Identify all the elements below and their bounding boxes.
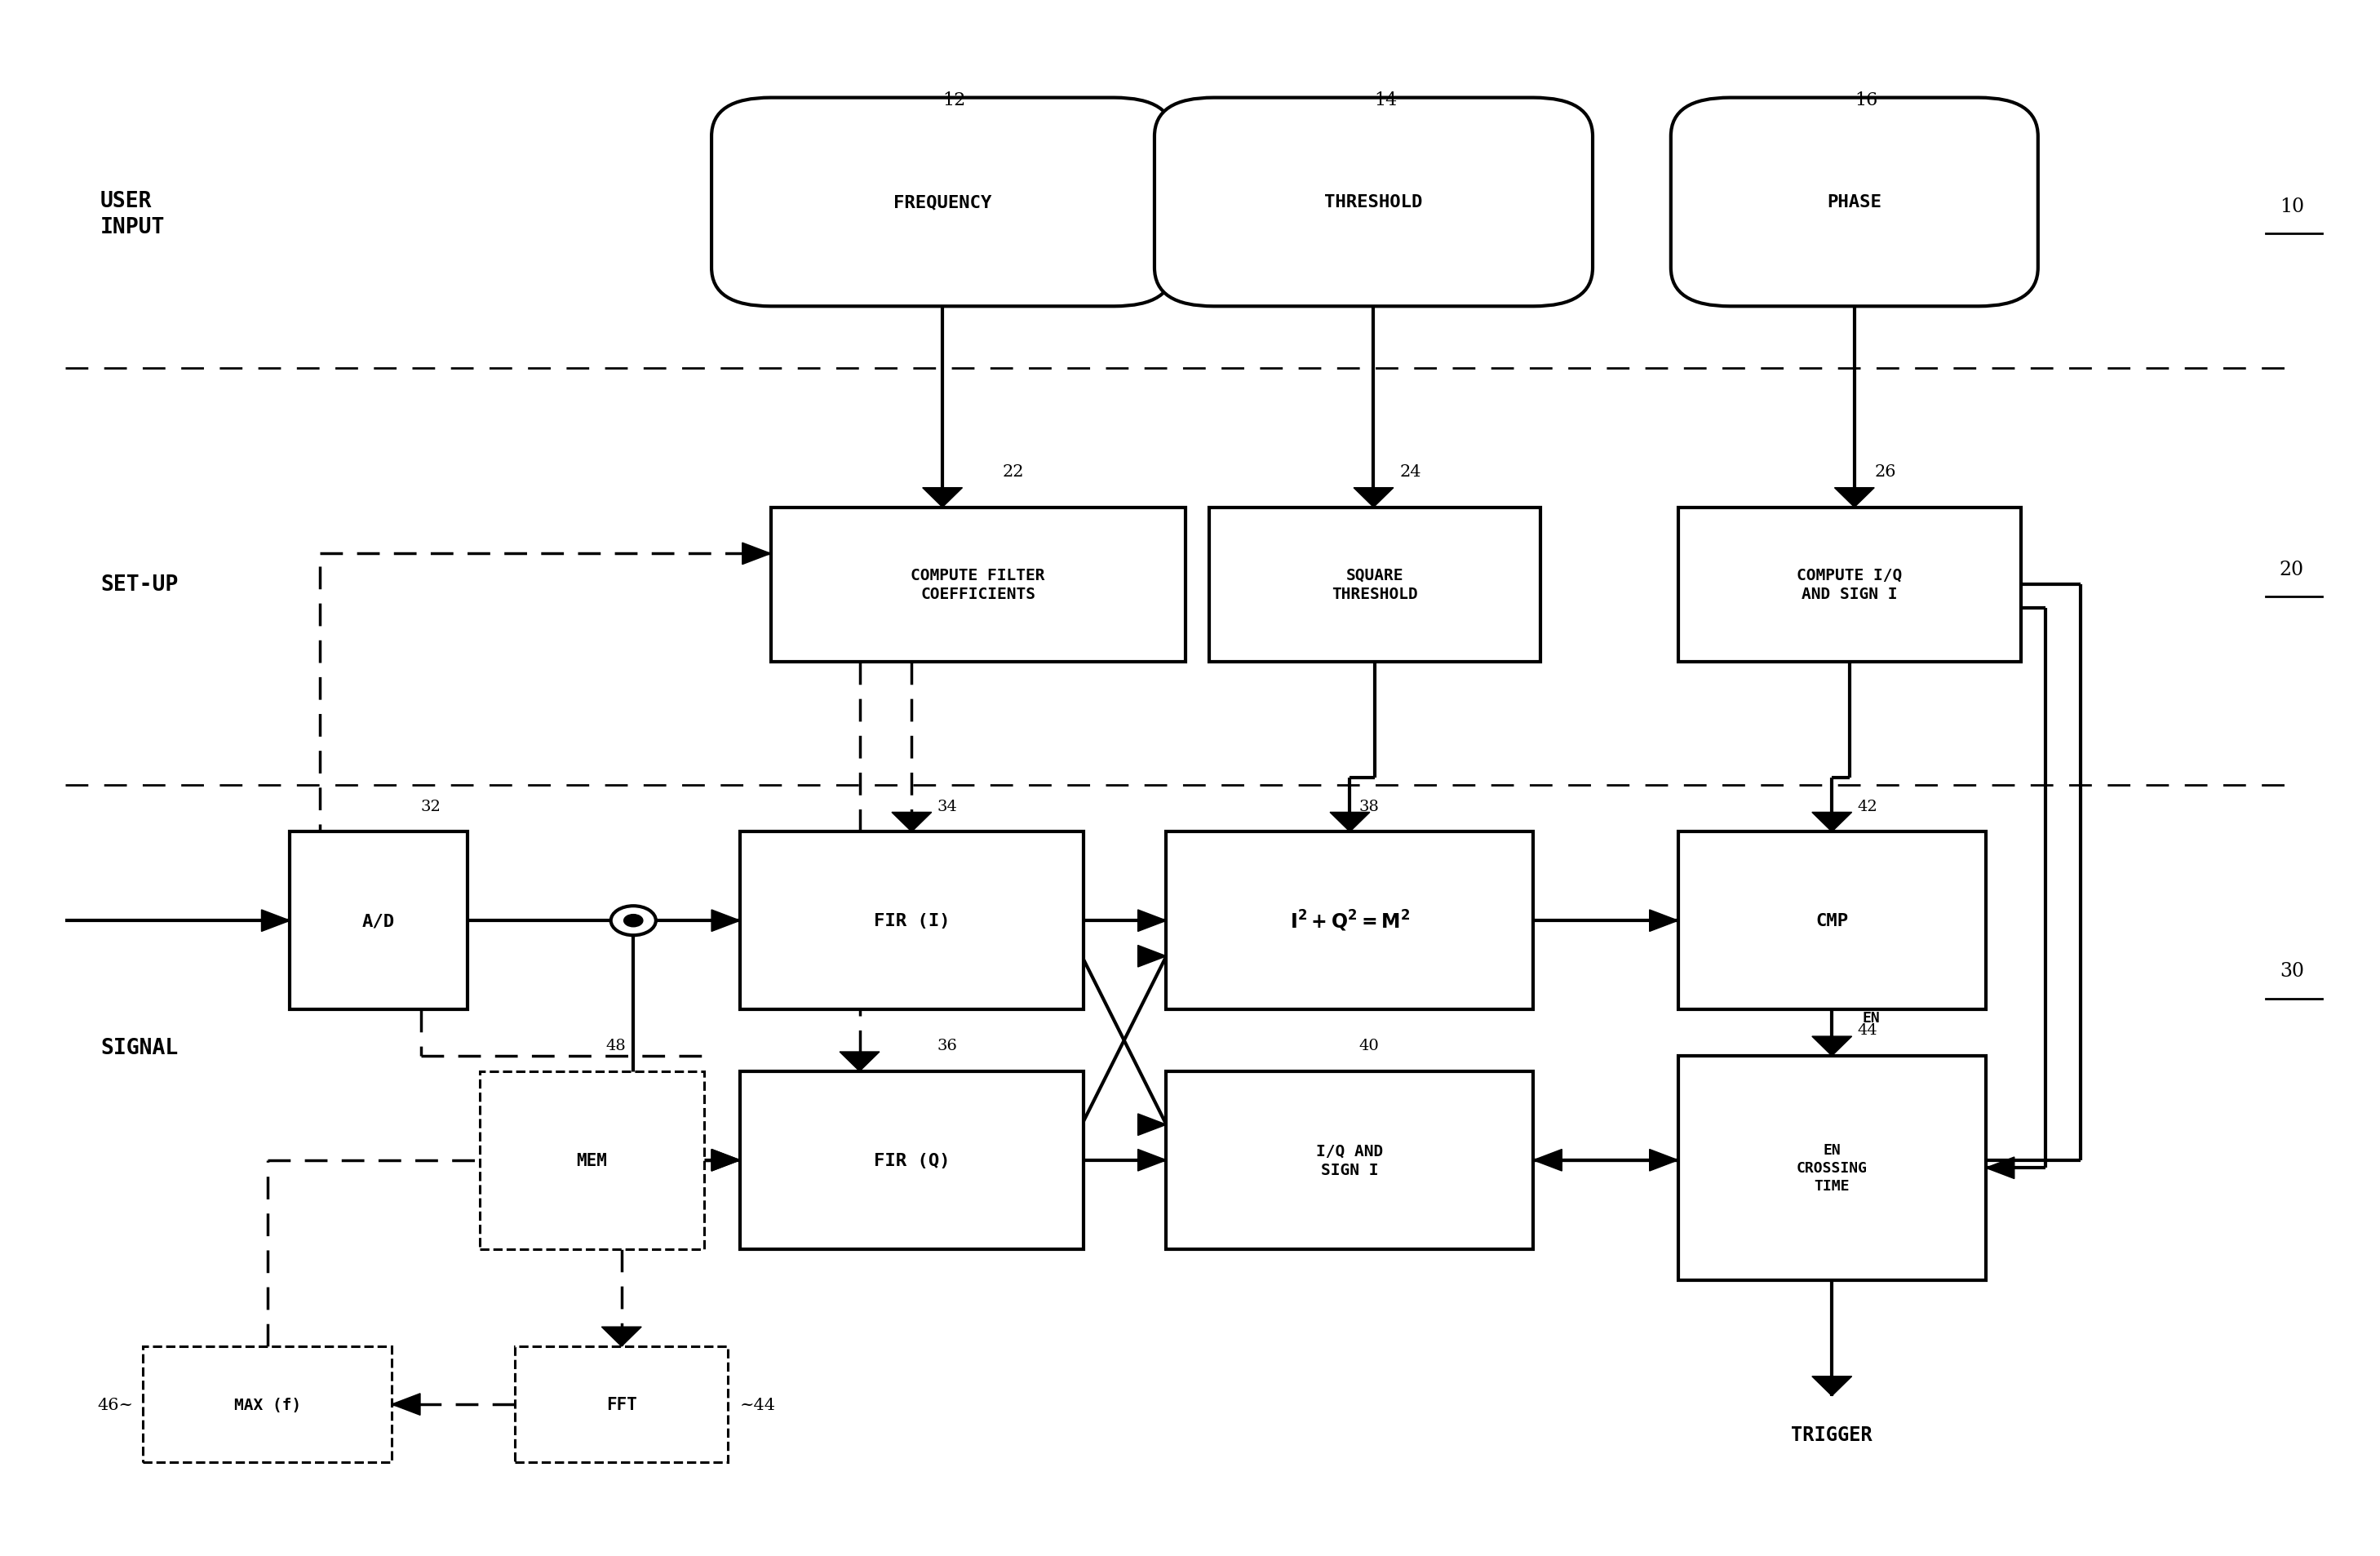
Text: 24: 24	[1399, 464, 1421, 479]
Text: CMP: CMP	[1816, 913, 1849, 929]
FancyBboxPatch shape	[1154, 98, 1592, 307]
FancyBboxPatch shape	[740, 832, 1083, 1010]
Polygon shape	[1811, 1377, 1852, 1396]
Text: 16: 16	[1854, 92, 1878, 109]
Text: EN
CROSSING
TIME: EN CROSSING TIME	[1797, 1142, 1868, 1193]
Text: 42: 42	[1856, 798, 1878, 814]
Polygon shape	[1330, 812, 1371, 832]
Polygon shape	[1811, 1036, 1852, 1057]
Text: 38: 38	[1359, 798, 1378, 814]
Text: 30: 30	[2280, 962, 2304, 980]
Polygon shape	[743, 543, 771, 565]
FancyBboxPatch shape	[478, 1072, 704, 1249]
Polygon shape	[1533, 1150, 1561, 1172]
Text: MEM: MEM	[576, 1151, 607, 1169]
Text: 10: 10	[2280, 198, 2304, 216]
FancyBboxPatch shape	[740, 1072, 1083, 1249]
Text: 26: 26	[1875, 464, 1897, 479]
Text: EN: EN	[1864, 1010, 1880, 1025]
Polygon shape	[840, 1052, 881, 1072]
Polygon shape	[1138, 946, 1166, 968]
Text: COMPUTE I/Q
AND SIGN I: COMPUTE I/Q AND SIGN I	[1797, 568, 1902, 602]
Text: FREQUENCY: FREQUENCY	[892, 194, 992, 210]
FancyBboxPatch shape	[514, 1346, 728, 1463]
Text: 48: 48	[605, 1038, 626, 1053]
Text: THRESHOLD: THRESHOLD	[1323, 194, 1423, 210]
Text: ~44: ~44	[740, 1397, 776, 1413]
Text: 20: 20	[2280, 560, 2304, 579]
Text: FIR (I): FIR (I)	[873, 913, 950, 929]
FancyBboxPatch shape	[143, 1346, 393, 1463]
Text: SET-UP: SET-UP	[100, 574, 178, 596]
Polygon shape	[1835, 489, 1875, 507]
FancyBboxPatch shape	[1166, 1072, 1533, 1249]
Text: FFT: FFT	[607, 1396, 638, 1413]
Polygon shape	[923, 489, 962, 507]
FancyBboxPatch shape	[1671, 98, 2037, 307]
FancyBboxPatch shape	[290, 832, 466, 1010]
Text: 12: 12	[942, 92, 966, 109]
FancyBboxPatch shape	[1166, 832, 1533, 1010]
Text: FIR (Q): FIR (Q)	[873, 1151, 950, 1169]
Polygon shape	[1138, 910, 1166, 932]
Polygon shape	[712, 1150, 740, 1172]
Text: 46~: 46~	[98, 1397, 133, 1413]
Text: SIGNAL: SIGNAL	[100, 1038, 178, 1060]
Text: TRIGGER: TRIGGER	[1792, 1425, 1873, 1444]
Text: COMPUTE FILTER
COEFFICIENTS: COMPUTE FILTER COEFFICIENTS	[912, 568, 1045, 602]
Text: A/D: A/D	[362, 913, 395, 929]
Text: MAX (f): MAX (f)	[233, 1397, 300, 1413]
Polygon shape	[393, 1394, 421, 1414]
Polygon shape	[1649, 910, 1678, 932]
Polygon shape	[712, 1150, 740, 1172]
FancyBboxPatch shape	[1678, 1057, 1985, 1281]
Text: USER
INPUT: USER INPUT	[100, 190, 164, 238]
Polygon shape	[1354, 489, 1392, 507]
Text: 40: 40	[1359, 1038, 1378, 1053]
Polygon shape	[1985, 1158, 2013, 1179]
Text: 22: 22	[1002, 464, 1023, 479]
Polygon shape	[712, 910, 740, 932]
FancyBboxPatch shape	[1678, 832, 1985, 1010]
Text: 44: 44	[1856, 1022, 1878, 1038]
FancyBboxPatch shape	[712, 98, 1173, 307]
FancyBboxPatch shape	[771, 507, 1185, 663]
Text: 36: 36	[938, 1038, 957, 1053]
Text: $\mathbf{I^2+Q^2=M^2}$: $\mathbf{I^2+Q^2=M^2}$	[1290, 909, 1409, 934]
Text: SQUARE
THRESHOLD: SQUARE THRESHOLD	[1333, 568, 1418, 602]
Polygon shape	[602, 1327, 643, 1346]
Polygon shape	[1138, 1150, 1166, 1172]
Polygon shape	[892, 812, 931, 832]
Text: 34: 34	[938, 798, 957, 814]
Polygon shape	[1811, 812, 1852, 832]
Polygon shape	[262, 910, 290, 932]
FancyBboxPatch shape	[1678, 507, 2021, 663]
Polygon shape	[1138, 1114, 1166, 1136]
Circle shape	[624, 915, 643, 927]
Polygon shape	[1649, 1150, 1678, 1172]
Text: I/Q AND
SIGN I: I/Q AND SIGN I	[1316, 1144, 1383, 1178]
Text: 32: 32	[421, 798, 440, 814]
FancyBboxPatch shape	[1209, 507, 1540, 663]
Text: PHASE: PHASE	[1828, 194, 1883, 210]
Text: 14: 14	[1373, 92, 1397, 109]
